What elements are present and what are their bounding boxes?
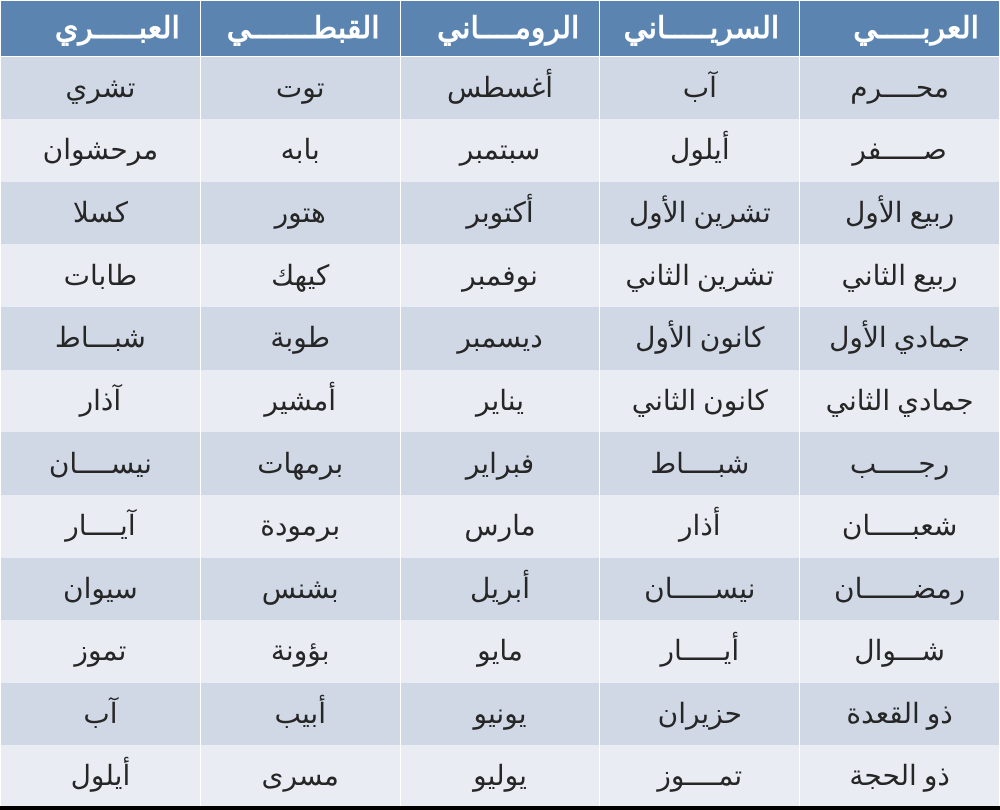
cell: شعبـــــان: [800, 495, 1000, 558]
cell: حزيران: [600, 683, 800, 746]
cell: يونيو: [400, 683, 600, 746]
cell: يوليو: [400, 745, 600, 808]
table-row: جمادي الثاني كانون الثاني يناير أمشير آذ…: [1, 370, 1000, 433]
table-row: شـــوال أيـــــار مايو بؤونة تموز: [1, 620, 1000, 683]
col-header-roman: الرومــــاني: [400, 1, 600, 57]
cell: توت: [200, 57, 400, 120]
cell: مرحشوان: [1, 119, 201, 182]
cell: أبيب: [200, 683, 400, 746]
cell: ذو القعدة: [800, 683, 1000, 746]
table-row: صـــــفر أيلول سبتمبر بابه مرحشوان: [1, 119, 1000, 182]
cell: بابه: [200, 119, 400, 182]
cell: أبريل: [400, 558, 600, 621]
cell: ديسمبر: [400, 307, 600, 370]
table-body: محــــرم آب أغسطس توت تشري صـــــفر أيلو…: [1, 57, 1000, 809]
cell: نوفمبر: [400, 244, 600, 307]
cell: نيســـــان: [600, 558, 800, 621]
table-row: ذو القعدة حزيران يونيو أبيب آب: [1, 683, 1000, 746]
cell: مارس: [400, 495, 600, 558]
cell: آذار: [1, 370, 201, 433]
cell: أذار: [600, 495, 800, 558]
table-row: شعبـــــان أذار مارس برمودة آيــــار: [1, 495, 1000, 558]
col-header-syriac: السريـــــاني: [600, 1, 800, 57]
col-header-hebrew: العبـــــري: [1, 1, 201, 57]
cell: شبــــاط: [600, 432, 800, 495]
cell: كسلا: [1, 182, 201, 245]
cell: أكتوبر: [400, 182, 600, 245]
cell: آب: [600, 57, 800, 120]
cell: تشرين الأول: [600, 182, 800, 245]
cell: أيلول: [600, 119, 800, 182]
cell: نيســــان: [1, 432, 201, 495]
cell: سبتمبر: [400, 119, 600, 182]
table-row: ذو الحجة تمــــوز يوليو مسرى أيلول: [1, 745, 1000, 808]
table-row: رمضــــــان نيســـــان أبريل بشنس سيوان: [1, 558, 1000, 621]
cell: مايو: [400, 620, 600, 683]
cell: طابات: [1, 244, 201, 307]
table-row: جمادي الأول كانون الأول ديسمبر طوبة شبــ…: [1, 307, 1000, 370]
calendar-months-table: العربـــــي السريـــــاني الرومــــاني ا…: [0, 0, 1000, 810]
table-row: ربيع الأول تشرين الأول أكتوبر هتور كسلا: [1, 182, 1000, 245]
cell: تشري: [1, 57, 201, 120]
cell: تمــــوز: [600, 745, 800, 808]
table-row: ربيع الثاني تشرين الثاني نوفمبر كيهك طاب…: [1, 244, 1000, 307]
table-header: العربـــــي السريـــــاني الرومــــاني ا…: [1, 1, 1000, 57]
col-header-coptic: القبطـــــــي: [200, 1, 400, 57]
cell: آب: [1, 683, 201, 746]
cell: كانون الأول: [600, 307, 800, 370]
cell: سيوان: [1, 558, 201, 621]
cell: ذو الحجة: [800, 745, 1000, 808]
cell: تموز: [1, 620, 201, 683]
cell: كيهك: [200, 244, 400, 307]
cell: ربيع الثاني: [800, 244, 1000, 307]
calendar-table-wrapper: العربـــــي السريـــــاني الرومــــاني ا…: [0, 0, 1000, 810]
cell: كانون الثاني: [600, 370, 800, 433]
cell: رجـــــب: [800, 432, 1000, 495]
cell: أغسطس: [400, 57, 600, 120]
table-row: محــــرم آب أغسطس توت تشري: [1, 57, 1000, 120]
cell: محــــرم: [800, 57, 1000, 120]
cell: أيـــــار: [600, 620, 800, 683]
cell: بشنس: [200, 558, 400, 621]
cell: جمادي الأول: [800, 307, 1000, 370]
cell: فبراير: [400, 432, 600, 495]
cell: جمادي الثاني: [800, 370, 1000, 433]
table-row: رجـــــب شبــــاط فبراير برمهات نيســــا…: [1, 432, 1000, 495]
col-header-arabic: العربـــــي: [800, 1, 1000, 57]
cell: تشرين الثاني: [600, 244, 800, 307]
cell: مسرى: [200, 745, 400, 808]
cell: يناير: [400, 370, 600, 433]
cell: ربيع الأول: [800, 182, 1000, 245]
cell: طوبة: [200, 307, 400, 370]
cell: أمشير: [200, 370, 400, 433]
cell: هتور: [200, 182, 400, 245]
cell: صـــــفر: [800, 119, 1000, 182]
cell: آيــــار: [1, 495, 201, 558]
cell: شبـــاط: [1, 307, 201, 370]
cell: أيلول: [1, 745, 201, 808]
cell: برمهات: [200, 432, 400, 495]
cell: شـــوال: [800, 620, 1000, 683]
cell: رمضــــــان: [800, 558, 1000, 621]
cell: برمودة: [200, 495, 400, 558]
cell: بؤونة: [200, 620, 400, 683]
